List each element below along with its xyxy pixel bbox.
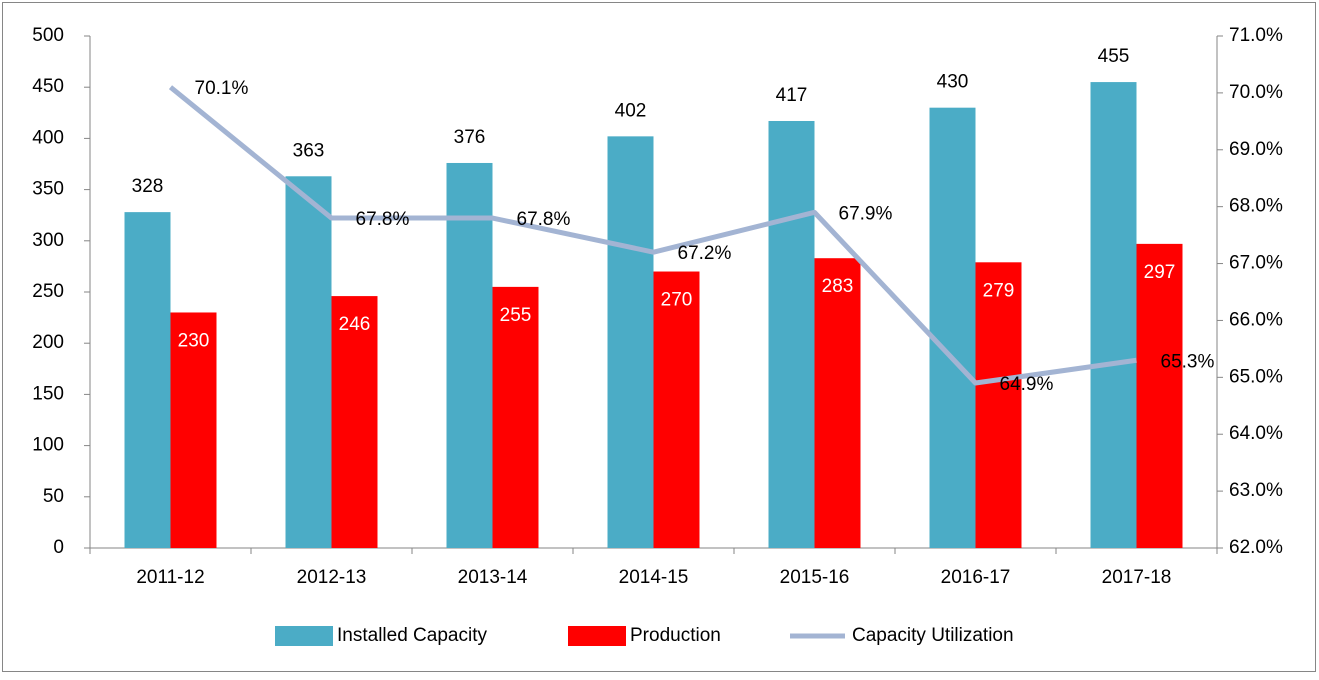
bar bbox=[1136, 243, 1183, 548]
bar bbox=[653, 271, 700, 548]
legend-label: Installed Capacity bbox=[337, 625, 487, 646]
x-tick-label: 2011-12 bbox=[136, 567, 204, 588]
bar bbox=[975, 262, 1022, 548]
legend-label: Production bbox=[630, 625, 721, 646]
x-tick-label: 2016-17 bbox=[941, 567, 1011, 588]
data-label: 283 bbox=[822, 276, 854, 297]
bar bbox=[170, 312, 217, 548]
y-tick-label: 200 bbox=[32, 332, 64, 353]
y2-tick-label: 67.0% bbox=[1229, 253, 1283, 274]
data-label: 279 bbox=[983, 280, 1015, 301]
y-tick-label: 300 bbox=[32, 230, 64, 251]
bar bbox=[446, 162, 493, 548]
data-label: 230 bbox=[178, 330, 210, 351]
y2-tick-label: 66.0% bbox=[1229, 309, 1283, 330]
data-label: 402 bbox=[615, 100, 647, 121]
y-tick-label: 150 bbox=[32, 383, 64, 404]
y2-tick-label: 70.0% bbox=[1229, 82, 1283, 103]
bar bbox=[285, 176, 332, 548]
legend-swatch bbox=[568, 626, 626, 646]
data-label: 270 bbox=[661, 290, 693, 311]
line bbox=[168, 85, 1137, 386]
data-label: 297 bbox=[1144, 262, 1176, 283]
y-tick-label: 350 bbox=[32, 179, 64, 200]
bar bbox=[607, 136, 654, 549]
y-tick-label: 400 bbox=[32, 127, 64, 148]
bar bbox=[331, 296, 378, 548]
x-tick-label: 2017-18 bbox=[1102, 567, 1172, 588]
x-tick-label: 2015-16 bbox=[780, 567, 850, 588]
x-tick-label: 2014-15 bbox=[619, 567, 689, 588]
data-label: 246 bbox=[339, 314, 371, 335]
y-tick-label: 100 bbox=[32, 435, 64, 456]
bar bbox=[929, 107, 976, 549]
y-tick-label: 0 bbox=[53, 537, 64, 558]
x-tick-label: 2013-14 bbox=[458, 567, 528, 588]
bar bbox=[768, 120, 815, 548]
y-tick-label: 500 bbox=[32, 25, 64, 46]
data-label: 70.1% bbox=[195, 78, 249, 99]
bar bbox=[814, 258, 861, 548]
legend-label: Capacity Utilization bbox=[852, 625, 1014, 646]
data-label: 363 bbox=[293, 140, 325, 161]
y2-tick-label: 71.0% bbox=[1229, 25, 1283, 46]
data-label: 67.2% bbox=[678, 243, 732, 264]
data-label: 65.3% bbox=[1161, 351, 1215, 372]
data-label: 430 bbox=[937, 72, 969, 93]
y2-tick-label: 65.0% bbox=[1229, 366, 1283, 387]
data-label: 67.9% bbox=[839, 203, 893, 224]
y-tick-label: 50 bbox=[43, 486, 64, 507]
data-label: 67.8% bbox=[356, 209, 410, 230]
y2-tick-label: 63.0% bbox=[1229, 480, 1283, 501]
y-tick-label: 450 bbox=[32, 76, 64, 97]
y2-tick-label: 62.0% bbox=[1229, 537, 1283, 558]
bar bbox=[1090, 82, 1137, 548]
data-label: 64.9% bbox=[1000, 374, 1054, 395]
data-label: 455 bbox=[1098, 46, 1130, 67]
data-label: 328 bbox=[132, 176, 164, 197]
data-label: 376 bbox=[454, 127, 486, 148]
x-tick-label: 2012-13 bbox=[297, 567, 367, 588]
legend-swatch bbox=[275, 626, 333, 646]
bar bbox=[124, 212, 171, 549]
data-label: 417 bbox=[776, 85, 808, 106]
y2-tick-label: 64.0% bbox=[1229, 423, 1283, 444]
data-label: 67.8% bbox=[517, 209, 571, 230]
y2-tick-label: 68.0% bbox=[1229, 196, 1283, 217]
data-label: 255 bbox=[500, 305, 532, 326]
y-tick-label: 250 bbox=[32, 281, 64, 302]
bar bbox=[492, 286, 539, 548]
y2-tick-label: 69.0% bbox=[1229, 139, 1283, 160]
